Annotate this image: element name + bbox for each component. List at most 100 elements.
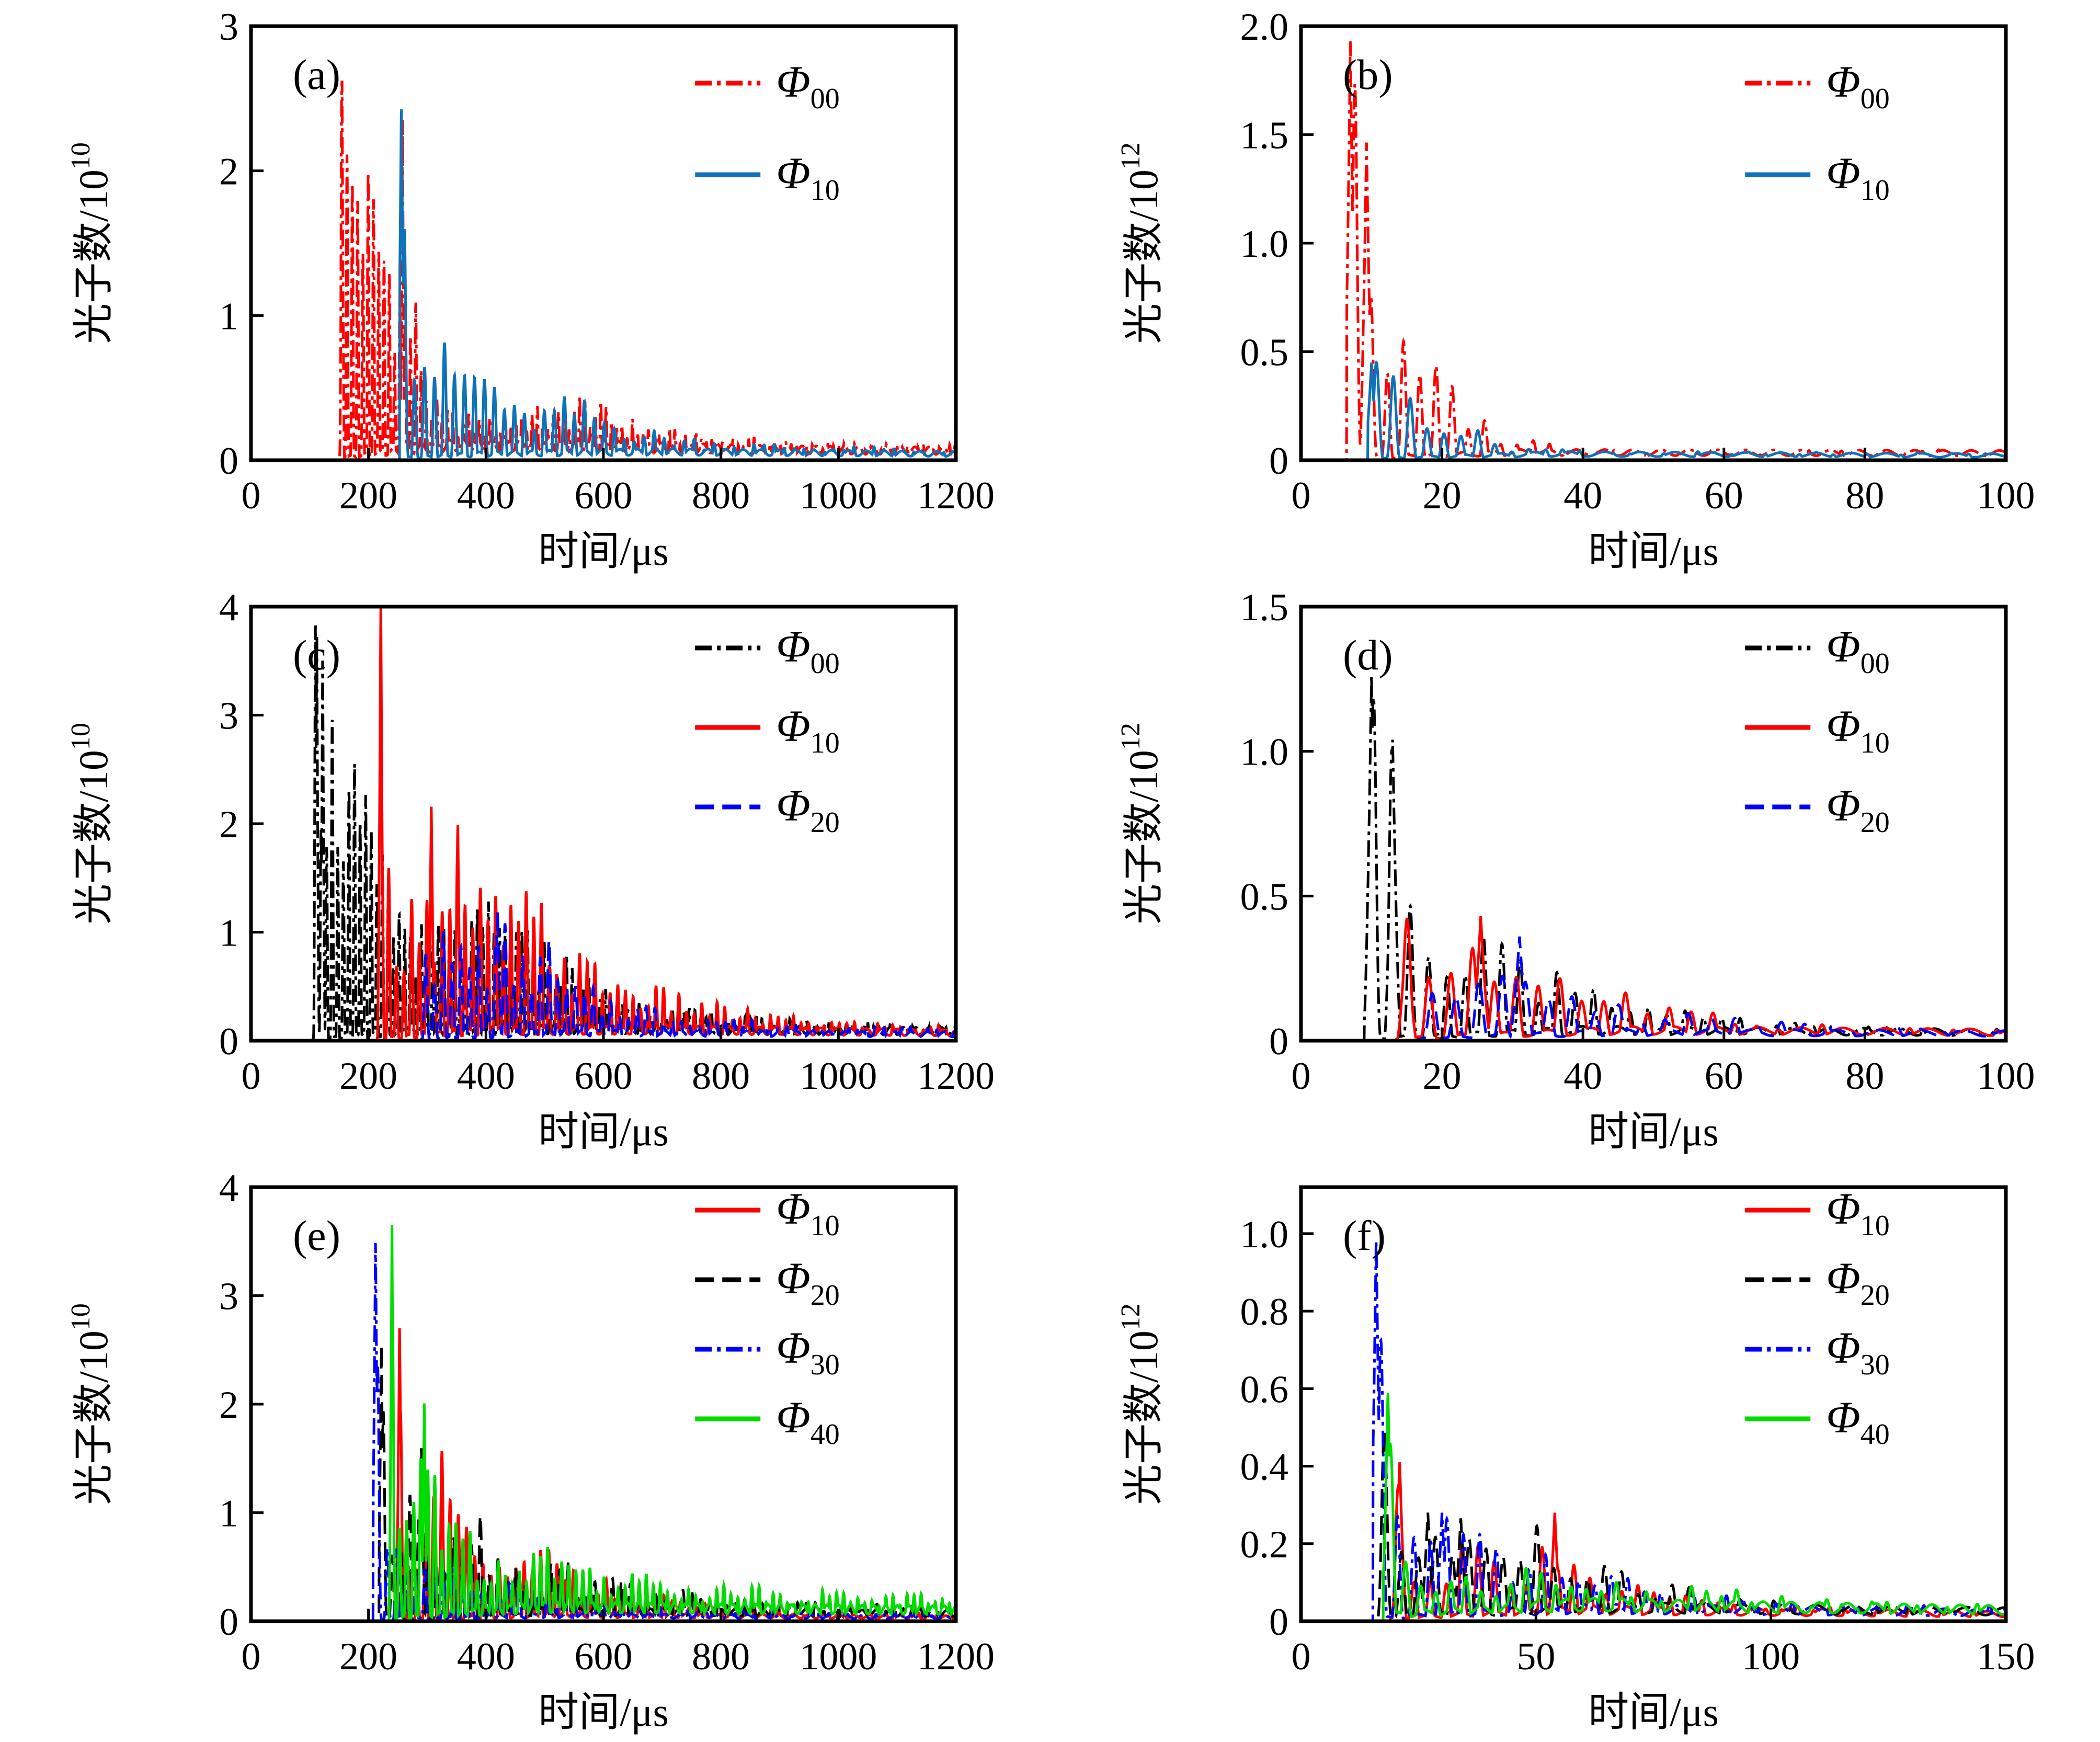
- x-tick-label: 150: [1977, 1635, 2035, 1678]
- panel-letter: (d): [1343, 631, 1393, 679]
- x-tick-label: 200: [339, 1055, 397, 1098]
- x-tick-label: 60: [1705, 474, 1743, 517]
- x-tick-label: 400: [457, 474, 515, 517]
- series-phi20-line: [1301, 936, 2006, 1041]
- y-axis-label: 光子数/1010: [66, 1303, 116, 1505]
- y-tick-label: 0: [219, 1020, 238, 1063]
- legend-label-phi10: Φ10: [1826, 148, 1889, 207]
- panel-c: 0 200 400 600 800 1000 1200 0 1 2 3 4 时间/μs 光子数/1010 (…: [0, 580, 1050, 1161]
- panel-e-canvas: 0 200 400 600 800 1000 1200 0 1 2 3 4 时间/μs 光子数/1010 (…: [66, 1167, 995, 1735]
- y-tick-label: 1.0: [1240, 223, 1289, 266]
- panel-f-canvas: 0 50 100 150 0 0.2 0.4 0.6 0.8 1.0 时间/μs 光子数/1012 (f…: [1116, 1183, 2035, 1735]
- x-tick-label: 800: [692, 1055, 750, 1098]
- series-phi30-line: [251, 1243, 956, 1621]
- legend-label-phi00: Φ00: [1826, 56, 1889, 115]
- legend-label-phi00: Φ00: [1826, 621, 1889, 680]
- x-axis-label: 时间/μs: [1588, 1689, 1719, 1735]
- panel-a-canvas: 0 200 400 600 800 1000 1200 0 1 2 3 时间/μs 光子数/1010 (a…: [66, 6, 995, 574]
- y-tick-label: 1.5: [1240, 586, 1289, 629]
- plot-frame: [249, 605, 958, 1043]
- x-tick-label: 40: [1563, 1055, 1602, 1098]
- y-tick-label: 0.2: [1240, 1523, 1289, 1566]
- panel-a: 0 200 400 600 800 1000 1200 0 1 2 3 时间/μs 光子数/1010 (a…: [0, 0, 1050, 580]
- y-tick-label: 0.6: [1240, 1368, 1289, 1411]
- y-axis-label: 光子数/1012: [1116, 1303, 1166, 1505]
- y-axis-label: 光子数/1012: [1116, 142, 1166, 344]
- x-tick-label: 40: [1563, 474, 1602, 517]
- x-tick-label: 60: [1705, 1055, 1743, 1098]
- series-phi10-line: [1301, 916, 2006, 1041]
- y-tick-label: 2.0: [1240, 6, 1289, 49]
- y-tick-label: 2: [219, 151, 238, 193]
- legend-label-phi10: Φ10: [1826, 701, 1889, 759]
- y-tick-label: 0: [1269, 440, 1288, 483]
- legend-label-phi00: Φ00: [776, 56, 839, 115]
- x-tick-label: 20: [1423, 1055, 1462, 1098]
- legend-label-phi10: Φ10: [776, 148, 839, 207]
- y-tick-label: 0.4: [1240, 1446, 1289, 1489]
- y-tick-label: 1.0: [1240, 1213, 1289, 1256]
- x-tick-label: 600: [575, 474, 633, 517]
- x-tick-label: 400: [457, 1635, 515, 1678]
- x-tick-label: 0: [242, 1635, 261, 1678]
- x-tick-label: 1000: [800, 1635, 877, 1678]
- y-tick-label: 1.5: [1240, 115, 1289, 157]
- x-tick-label: 1000: [800, 1055, 877, 1098]
- legend-label-phi10: Φ10: [776, 701, 839, 759]
- x-tick-label: 200: [339, 1635, 397, 1678]
- series-phi40-line: [251, 1225, 956, 1621]
- x-tick-label: 80: [1845, 1055, 1884, 1098]
- x-tick-label: 1200: [917, 1635, 995, 1678]
- x-tick-label: 800: [692, 1635, 750, 1678]
- series-phi10-line: [251, 607, 956, 1041]
- series-phi00-line: [251, 625, 956, 1041]
- x-tick-label: 1000: [800, 474, 877, 517]
- x-tick-label: 800: [692, 474, 750, 517]
- y-tick-label: 3: [219, 1276, 238, 1318]
- x-tick-label: 100: [1977, 474, 2035, 517]
- x-tick-label: 600: [575, 1635, 633, 1678]
- series-phi00-line: [1301, 41, 2006, 460]
- panel-letter: (c): [293, 631, 340, 679]
- legend-label-phi20: Φ20: [776, 780, 839, 839]
- x-tick-label: 0: [1292, 474, 1311, 517]
- x-tick-label: 50: [1516, 1635, 1555, 1678]
- y-tick-label: 0.5: [1240, 875, 1289, 918]
- y-tick-label: 2: [219, 1384, 238, 1427]
- x-tick-label: 200: [339, 474, 397, 517]
- x-tick-label: 100: [1977, 1055, 2035, 1098]
- series-phi20-line: [1301, 1428, 2006, 1621]
- panel-d-canvas: 0 20 40 60 80 100 0 0.5 1.0 1.5 时间/μs 光子数/1012 (d) Φ0…: [1116, 586, 2035, 1154]
- y-tick-label: 4: [219, 1167, 238, 1210]
- panel-c-canvas: 0 200 400 600 800 1000 1200 0 1 2 3 4 时间/μs 光子数/1010 (…: [66, 586, 995, 1154]
- y-tick-label: 0: [219, 1601, 238, 1644]
- x-axis-label: 时间/μs: [538, 528, 669, 574]
- panel-letter: (f): [1343, 1212, 1386, 1259]
- panel-b-canvas: 0 20 40 60 80 100 0 0.5 1.0 1.5 2.0 时间/μs 光子数/1012 (b…: [1116, 6, 2035, 574]
- x-tick-label: 600: [575, 1055, 633, 1098]
- series-phi00-line: [1301, 676, 2006, 1041]
- y-tick-label: 0: [219, 440, 238, 483]
- y-tick-label: 3: [219, 695, 238, 738]
- legend-label-phi20: Φ20: [1826, 780, 1889, 839]
- legend-label-phi40: Φ40: [776, 1392, 839, 1451]
- y-tick-label: 0: [1269, 1020, 1288, 1063]
- y-axis-label: 光子数/1012: [1116, 723, 1166, 925]
- legend-label-phi10: Φ10: [776, 1183, 839, 1242]
- x-axis-label: 时间/μs: [1588, 1109, 1719, 1154]
- legend-label-phi30: Φ30: [1826, 1323, 1889, 1381]
- y-tick-label: 1: [219, 912, 238, 955]
- panel-b: 0 20 40 60 80 100 0 0.5 1.0 1.5 2.0 时间/μs 光子数/1012 (b…: [1050, 0, 2100, 580]
- x-tick-label: 100: [1742, 1635, 1800, 1678]
- y-axis-label: 光子数/1010: [66, 142, 116, 344]
- y-tick-label: 1: [219, 295, 238, 338]
- x-tick-label: 0: [1292, 1635, 1311, 1678]
- series-phi30-line: [1301, 1240, 2006, 1621]
- x-tick-label: 1200: [917, 1055, 995, 1098]
- legend-label-phi10: Φ10: [1826, 1183, 1889, 1242]
- legend-label-phi40: Φ40: [1826, 1392, 1889, 1451]
- panel-d: 0 20 40 60 80 100 0 0.5 1.0 1.5 时间/μs 光子数/1012 (d) Φ0…: [1050, 580, 2100, 1161]
- y-tick-label: 1: [219, 1493, 238, 1535]
- panel-letter: (e): [293, 1212, 340, 1259]
